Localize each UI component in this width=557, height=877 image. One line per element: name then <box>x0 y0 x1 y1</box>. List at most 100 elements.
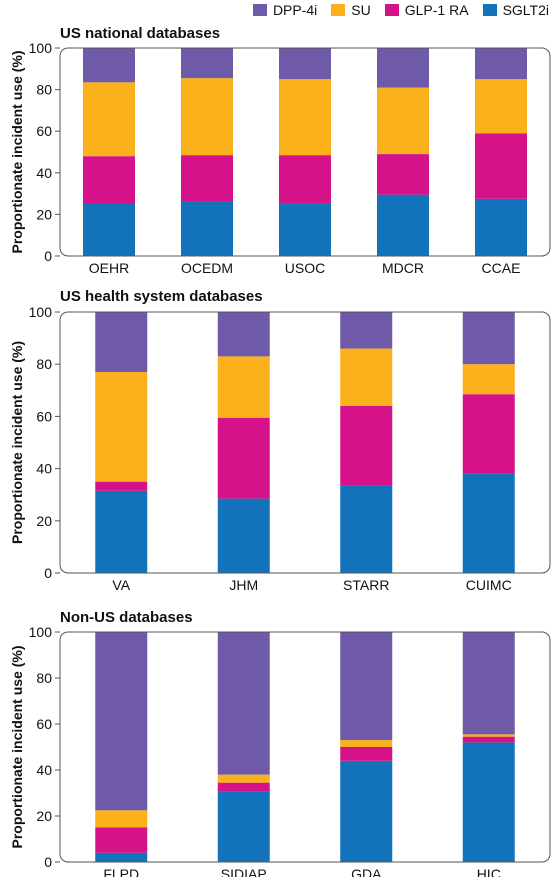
chart-legend: DPP-4i SU GLP-1 RA SGLT2i <box>252 2 549 18</box>
bar-segment-cuimc-dpp-4i <box>462 312 515 365</box>
bar-segment-mdcr-dpp-4i <box>377 48 429 88</box>
y-tick-label: 0 <box>44 854 52 870</box>
legend-label-sglt2i: SGLT2i <box>502 2 549 18</box>
y-tick-label: 0 <box>44 565 52 581</box>
plot-frame <box>59 311 551 574</box>
chart-panel-3: Non-US databases FLPD SIDIAP GDA HIC 0 20 40 60 8… <box>9 609 551 877</box>
bar-segment-ocedm-dpp-4i <box>181 48 233 79</box>
y-tick-label: 80 <box>36 356 52 372</box>
legend-item-sglt2i: SGLT2i <box>482 2 549 18</box>
chart-panel-2: US health system databases VA JHM STARR CUIM… <box>9 288 551 593</box>
bar-segment-flpd-glp-1-ra <box>95 827 148 853</box>
chart-title: US health system databases <box>60 288 263 305</box>
bar-segment-oehr-su <box>83 82 135 157</box>
bar-segment-mdcr-sglt2i <box>377 194 429 256</box>
plot-frame <box>59 631 551 863</box>
legend-item-su: SU <box>331 2 371 18</box>
bar-segment-sidiap-sglt2i <box>217 791 270 862</box>
y-tick-label: 100 <box>29 304 53 320</box>
bar-segment-ccae-su <box>475 79 527 134</box>
y-tick-label: 100 <box>29 40 53 56</box>
legend-label-dpp4i: DPP-4i <box>272 2 318 18</box>
x-tick-label: OCEDM <box>181 260 233 276</box>
x-tick-label: STARR <box>343 577 389 593</box>
bar-segment-sidiap-su <box>217 774 270 783</box>
legend-swatch-sglt2i <box>482 4 497 16</box>
chart-title: US national databases <box>60 25 220 42</box>
legend-swatch-dpp4i <box>252 4 267 16</box>
bar-segment-ccae-glp-1-ra <box>475 133 527 199</box>
y-axis-label: Proportionate incident use (%) <box>9 341 25 544</box>
bar-segment-ccae-dpp-4i <box>475 48 527 80</box>
x-tick-label: SIDIAP <box>221 866 267 877</box>
x-tick-label: GDA <box>351 866 382 877</box>
x-tick-label: MDCR <box>382 260 424 276</box>
bar-segment-ocedm-sglt2i <box>181 201 233 256</box>
bar-segment-gda-su <box>340 740 393 747</box>
bar-segment-sidiap-dpp-4i <box>217 632 270 775</box>
x-tick-label: CUIMC <box>466 577 512 593</box>
x-tick-label: USOC <box>285 260 325 276</box>
legend-label-su: SU <box>351 2 371 18</box>
x-tick-label: OEHR <box>89 260 129 276</box>
legend-label-glp1ra: GLP-1 RA <box>404 2 469 18</box>
y-tick-label: 40 <box>36 461 52 477</box>
bar-segment-starr-su <box>340 348 393 406</box>
y-tick-label: 80 <box>36 670 52 686</box>
bar-segment-va-su <box>95 372 148 482</box>
bar-segment-gda-sglt2i <box>340 760 393 862</box>
legend-swatch-su <box>331 4 346 16</box>
y-tick-label: 60 <box>36 716 52 732</box>
y-tick-label: 20 <box>36 206 52 222</box>
bar-segment-jhm-glp-1-ra <box>217 417 270 499</box>
x-tick-label: HIC <box>477 866 501 877</box>
y-tick-label: 40 <box>36 762 52 778</box>
bar-segment-hic-dpp-4i <box>462 632 515 735</box>
legend-swatch-glp1ra <box>384 4 399 16</box>
bar-segment-ccae-sglt2i <box>475 198 527 256</box>
bar-segment-ocedm-glp-1-ra <box>181 155 233 202</box>
y-tick-label: 60 <box>36 408 52 424</box>
plot-frame <box>59 47 551 257</box>
bar-segment-hic-sglt2i <box>462 742 515 862</box>
legend-item-dpp4i: DPP-4i <box>252 2 318 18</box>
bar-segment-usoc-su <box>279 79 331 156</box>
x-tick-label: VA <box>112 577 130 593</box>
y-tick-label: 0 <box>44 248 52 264</box>
x-tick-label: CCAE <box>482 260 521 276</box>
bar-segment-mdcr-glp-1-ra <box>377 154 429 195</box>
bar-segment-va-sglt2i <box>95 490 148 573</box>
bar-segment-sidiap-glp-1-ra <box>217 782 270 792</box>
bar-segment-flpd-sglt2i <box>95 852 148 862</box>
bar-segment-jhm-sglt2i <box>217 498 270 573</box>
y-axis-label: Proportionate incident use (%) <box>9 645 25 848</box>
bar-segment-flpd-dpp-4i <box>95 632 148 811</box>
bar-segment-va-dpp-4i <box>95 312 148 373</box>
bar-segment-ocedm-su <box>181 78 233 156</box>
y-tick-label: 40 <box>36 165 52 181</box>
bar-segment-starr-sglt2i <box>340 485 393 573</box>
x-tick-label: FLPD <box>103 866 139 877</box>
bar-segment-cuimc-sglt2i <box>462 473 515 573</box>
y-tick-label: 80 <box>36 82 52 98</box>
bar-segment-gda-dpp-4i <box>340 632 393 741</box>
bar-segment-oehr-dpp-4i <box>83 48 135 83</box>
bar-segment-cuimc-glp-1-ra <box>462 394 515 474</box>
bar-segment-jhm-su <box>217 356 270 418</box>
bar-segment-oehr-glp-1-ra <box>83 156 135 204</box>
bar-segment-flpd-su <box>95 810 148 828</box>
bar-segment-va-glp-1-ra <box>95 481 148 491</box>
y-tick-label: 100 <box>29 624 53 640</box>
bar-segment-starr-dpp-4i <box>340 312 393 349</box>
bar-segment-usoc-sglt2i <box>279 202 331 256</box>
bar-segment-oehr-sglt2i <box>83 204 135 256</box>
y-axis-label: Proportionate incident use (%) <box>9 50 25 253</box>
bar-segment-gda-glp-1-ra <box>340 747 393 761</box>
bar-segment-cuimc-su <box>462 364 515 395</box>
bar-segment-usoc-dpp-4i <box>279 48 331 80</box>
bar-segment-usoc-glp-1-ra <box>279 155 331 203</box>
bar-segment-hic-su <box>462 734 515 737</box>
bar-segment-hic-glp-1-ra <box>462 736 515 743</box>
chart-panel-1: US national databases OEHR OCEDM USOC MDCR CC… <box>9 25 551 276</box>
